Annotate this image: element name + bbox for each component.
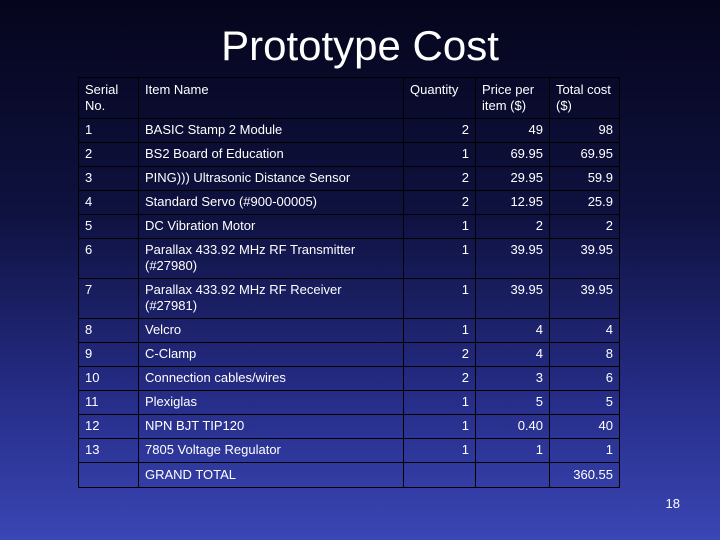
cell-total: 6 [549, 366, 620, 391]
cell-serial: 1 [78, 118, 139, 143]
grand-total-label: GRAND TOTAL [138, 462, 404, 488]
grand-total-empty-serial [78, 462, 139, 488]
header-quantity: Quantity [403, 77, 476, 119]
table-row: 3 PING))) Ultrasonic Distance Sensor 2 29.9… [78, 166, 620, 191]
cell-quantity: 1 [403, 414, 476, 439]
cell-quantity: 2 [403, 118, 476, 143]
cell-total: 8 [549, 342, 620, 367]
cell-item-name: NPN BJT TIP120 [138, 414, 404, 439]
grand-total-empty-price [475, 462, 550, 488]
grand-total-row: GRAND TOTAL 360.55 [78, 462, 620, 488]
cell-quantity: 2 [403, 366, 476, 391]
cell-quantity: 2 [403, 166, 476, 191]
cell-price: 3 [475, 366, 550, 391]
cell-item-name: BS2 Board of Education [138, 142, 404, 167]
cell-serial: 12 [78, 414, 139, 439]
cell-item-name: Parallax 433.92 MHz RF Transmitter (#279… [138, 238, 404, 279]
table-row: 6 Parallax 433.92 MHz RF Transmitter (#27… [78, 238, 620, 279]
cell-serial: 2 [78, 142, 139, 167]
cell-total: 2 [549, 214, 620, 239]
cell-item-name: C-Clamp [138, 342, 404, 367]
cell-quantity: 1 [403, 142, 476, 167]
cell-price: 39.95 [475, 238, 550, 279]
cell-price: 69.95 [475, 142, 550, 167]
cell-serial: 3 [78, 166, 139, 191]
table-row: 10 Connection cables/wires 2 3 6 [78, 366, 620, 391]
table-row: 4 Standard Servo (#900-00005) 2 12.95 25.9 [78, 190, 620, 215]
cell-quantity: 1 [403, 390, 476, 415]
table-body: 1 BASIC Stamp 2 Module 2 49 98 2 BS2 Board of … [78, 118, 620, 463]
cell-total: 4 [549, 318, 620, 343]
cell-serial: 6 [78, 238, 139, 279]
cell-quantity: 2 [403, 190, 476, 215]
cell-item-name: DC Vibration Motor [138, 214, 404, 239]
cell-quantity: 1 [403, 438, 476, 463]
cell-quantity: 2 [403, 342, 476, 367]
table-row: 12 NPN BJT TIP120 1 0.40 40 [78, 414, 620, 439]
header-item-name: Item Name [138, 77, 404, 119]
table-row: 8 Velcro 1 4 4 [78, 318, 620, 343]
cell-price: 2 [475, 214, 550, 239]
cell-item-name: Plexiglas [138, 390, 404, 415]
cell-serial: 10 [78, 366, 139, 391]
cell-serial: 7 [78, 278, 139, 319]
cell-quantity: 1 [403, 318, 476, 343]
cell-serial: 9 [78, 342, 139, 367]
cell-item-name: Standard Servo (#900-00005) [138, 190, 404, 215]
cell-item-name: Parallax 433.92 MHz RF Receiver (#27981) [138, 278, 404, 319]
table-row: 5 DC Vibration Motor 1 2 2 [78, 214, 620, 239]
cell-item-name: PING))) Ultrasonic Distance Sensor [138, 166, 404, 191]
header-price: Price per item ($) [475, 77, 550, 119]
cell-total: 25.9 [549, 190, 620, 215]
cell-item-name: Connection cables/wires [138, 366, 404, 391]
slide-number: 18 [665, 496, 680, 511]
cell-serial: 5 [78, 214, 139, 239]
slide-title: Prototype Cost [221, 22, 499, 69]
cell-quantity: 1 [403, 214, 476, 239]
cell-price: 12.95 [475, 190, 550, 215]
cell-total: 98 [549, 118, 620, 143]
cell-price: 4 [475, 318, 550, 343]
cell-total: 39.95 [549, 278, 620, 319]
grand-total-value: 360.55 [549, 462, 620, 488]
grand-total-empty-qty [403, 462, 476, 488]
cell-quantity: 1 [403, 238, 476, 279]
cell-total: 40 [549, 414, 620, 439]
header-serial: Serial No. [78, 77, 139, 119]
table-row: 7 Parallax 433.92 MHz RF Receiver (#27981… [78, 278, 620, 319]
cell-price: 39.95 [475, 278, 550, 319]
cell-price: 49 [475, 118, 550, 143]
cell-serial: 4 [78, 190, 139, 215]
table-row: 1 BASIC Stamp 2 Module 2 49 98 [78, 118, 620, 143]
cell-quantity: 1 [403, 278, 476, 319]
cell-total: 39.95 [549, 238, 620, 279]
cell-item-name: Velcro [138, 318, 404, 343]
table-row: 11 Plexiglas 1 5 5 [78, 390, 620, 415]
cell-serial: 13 [78, 438, 139, 463]
cell-total: 69.95 [549, 142, 620, 167]
cell-price: 1 [475, 438, 550, 463]
cell-serial: 8 [78, 318, 139, 343]
cell-total: 5 [549, 390, 620, 415]
header-total: Total cost ($) [549, 77, 620, 119]
cell-total: 59.9 [549, 166, 620, 191]
cell-price: 29.95 [475, 166, 550, 191]
cell-total: 1 [549, 438, 620, 463]
table-row: 13 7805 Voltage Regulator 1 1 1 [78, 438, 620, 463]
table-row: 9 C-Clamp 2 4 8 [78, 342, 620, 367]
cell-item-name: BASIC Stamp 2 Module [138, 118, 404, 143]
table-header-row: Serial No. Item Name Quantity Price per … [78, 77, 620, 119]
cost-table: Serial No. Item Name Quantity Price per … [78, 77, 620, 488]
cell-price: 0.40 [475, 414, 550, 439]
cell-serial: 11 [78, 390, 139, 415]
table-row: 2 BS2 Board of Education 1 69.95 69.95 [78, 142, 620, 167]
cell-item-name: 7805 Voltage Regulator [138, 438, 404, 463]
cell-price: 4 [475, 342, 550, 367]
cell-price: 5 [475, 390, 550, 415]
